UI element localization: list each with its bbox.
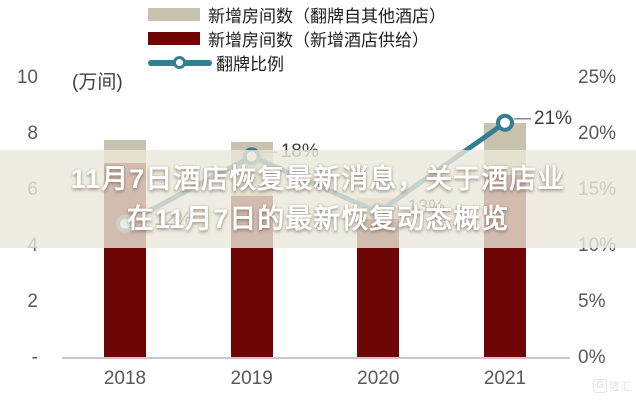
x-axis-label: 2020 — [357, 368, 400, 389]
news-overlay-banner: 11月7日酒店恢复最新消息，关于酒店业 在11月7日的最新恢复动态概览 — [0, 150, 636, 248]
flip-ratio-marker — [496, 113, 514, 132]
legend-label: 新增房间数（翻牌自其他酒店） — [208, 6, 446, 26]
legend-item-new-supply-rooms: 新增房间数（新增酒店供给） — [148, 26, 446, 50]
left-axis-tick: 8 — [27, 123, 38, 144]
legend-swatch-darkred — [148, 31, 200, 45]
watermark-logo: G 隆汇 — [593, 378, 632, 394]
legend-swatch-line-marker — [148, 55, 212, 69]
left-axis-tick: 10 — [16, 67, 38, 88]
legend: 新增房间数（翻牌自其他酒店） 新增房间数（新增酒店供给） 翻牌比例 — [148, 2, 446, 74]
flip-ratio-value-label: 21% — [534, 107, 573, 129]
x-axis-label: 2021 — [483, 368, 527, 389]
legend-swatch-beige — [148, 7, 200, 21]
right-axis-tick: 20% — [578, 123, 617, 144]
left-axis-unit-label: (万间) — [72, 72, 123, 93]
x-axis-label: 2018 — [103, 368, 147, 389]
watermark-g-icon: G — [593, 379, 607, 393]
legend-label: 新增房间数（新增酒店供给） — [208, 30, 429, 50]
left-axis-tick: - — [31, 347, 38, 368]
left-axis-tick: 2 — [27, 291, 38, 312]
x-axis-baseline — [62, 357, 570, 359]
banner-title-line1: 11月7日酒店恢复最新消息，关于酒店业 — [70, 164, 566, 194]
right-axis-tick: 5% — [578, 291, 606, 312]
right-axis-tick: 0% — [578, 347, 606, 368]
right-axis-tick: 25% — [578, 67, 617, 88]
legend-item-flipped-rooms: 新增房间数（翻牌自其他酒店） — [148, 2, 446, 26]
banner-title-line2: 在11月7日的最新恢复动态概览 — [126, 204, 510, 234]
legend-label: 翻牌比例 — [216, 54, 284, 74]
watermark-text: 隆汇 — [609, 381, 632, 393]
x-axis-label: 2019 — [230, 368, 273, 389]
legend-item-flip-ratio: 翻牌比例 — [148, 50, 446, 74]
circle-marker-icon — [173, 55, 186, 69]
